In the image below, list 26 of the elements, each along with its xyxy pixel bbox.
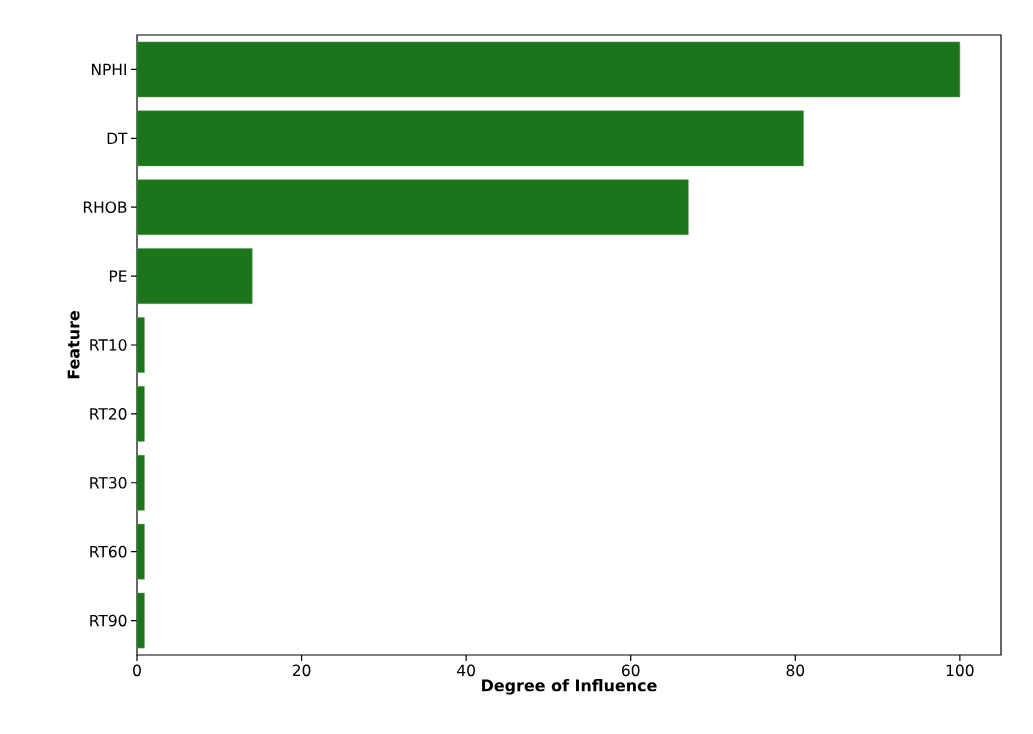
x-tick-label: 80 <box>786 664 805 677</box>
y-tick-label: RT30 <box>90 476 127 489</box>
bar <box>136 592 145 649</box>
y-tick-label: RT20 <box>90 408 127 420</box>
y-tick-label: DT <box>107 132 128 144</box>
x-tick-label: 20 <box>292 664 311 677</box>
y-axis-title: Feature <box>67 311 80 379</box>
bar <box>136 110 804 167</box>
x-tick-label: 40 <box>457 664 475 677</box>
y-tick-label: RT90 <box>90 614 127 627</box>
bar <box>136 317 145 373</box>
bar <box>136 179 689 236</box>
bar <box>136 248 253 304</box>
x-tick-label: 60 <box>621 664 640 677</box>
x-tick-label: 100 <box>946 664 974 677</box>
y-tick-label: PE <box>109 270 127 282</box>
bar <box>136 386 145 442</box>
bar <box>136 41 961 98</box>
bar <box>136 454 145 511</box>
y-tick-label: RT60 <box>90 545 127 558</box>
y-tick-label: RT10 <box>90 339 127 351</box>
x-tick-label: 0 <box>133 664 141 677</box>
bar <box>136 523 145 580</box>
y-tick-label: RHOB <box>83 201 127 214</box>
y-tick-label: NPHI <box>91 63 126 76</box>
x-axis-title: Degree of Influence <box>482 679 657 695</box>
